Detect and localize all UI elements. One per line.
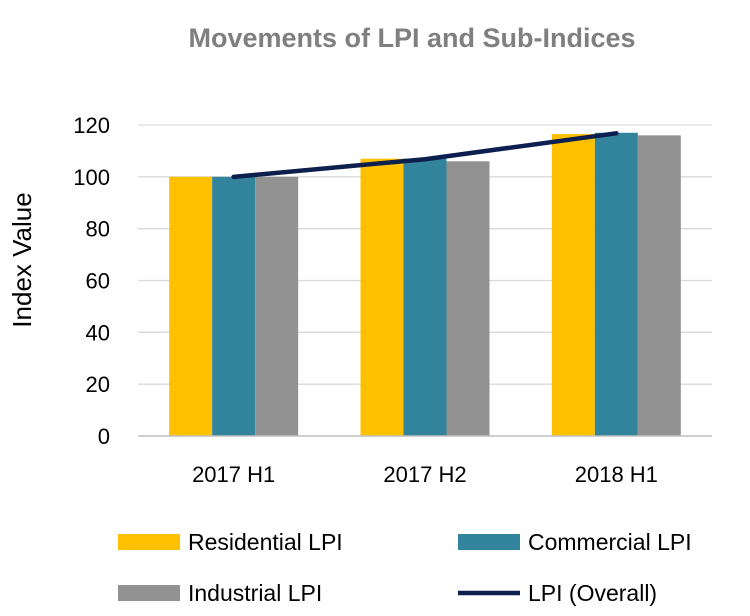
overall-line (231, 131, 619, 180)
chart-title: Movements of LPI and Sub-Indices (188, 23, 635, 53)
bars (169, 132, 681, 437)
legend-label-residential-lpi: Residential LPI (188, 529, 343, 555)
legend-label-commercial-lpi: Commercial LPI (528, 529, 692, 555)
x-tick-label: 2018 H1 (575, 462, 658, 487)
y-tick-label: 100 (73, 165, 110, 190)
legend-label-lpi-overall: LPI (Overall) (528, 580, 657, 606)
series-line-lpi-overall (231, 131, 619, 180)
legend-swatch-industrial-lpi (118, 585, 180, 601)
y-axis-label: Index Value (7, 192, 37, 327)
bar-commercial-lpi (403, 158, 447, 437)
bar-residential-lpi (169, 176, 213, 437)
legend-swatch-residential-lpi (118, 534, 180, 550)
axes: 0 20 40 60 80 100 120 2017 H1 2017 H2 2018 H1 (73, 113, 712, 487)
legend: Residential LPI Commercial LPI Industrial … (118, 529, 692, 606)
legend-label-industrial-lpi: Industrial LPI (188, 580, 322, 606)
bar-industrial-lpi (255, 176, 299, 437)
bar-industrial-lpi (446, 161, 490, 437)
bar-commercial-lpi (594, 132, 638, 436)
legend-swatch-commercial-lpi (458, 534, 520, 550)
bar-industrial-lpi (637, 135, 681, 436)
y-tick-label: 80 (86, 217, 110, 242)
y-tick-label: 60 (86, 269, 110, 294)
x-tick-label: 2017 H1 (192, 462, 275, 487)
y-tick-label: 20 (86, 372, 110, 397)
y-tick-label: 40 (86, 320, 110, 345)
bar-residential-lpi (551, 134, 595, 436)
bar-commercial-lpi (212, 176, 256, 437)
y-tick-label: 0 (98, 424, 110, 449)
bar-residential-lpi (360, 158, 404, 437)
x-tick-label: 2017 H2 (383, 462, 466, 487)
y-tick-label: 120 (73, 113, 110, 138)
